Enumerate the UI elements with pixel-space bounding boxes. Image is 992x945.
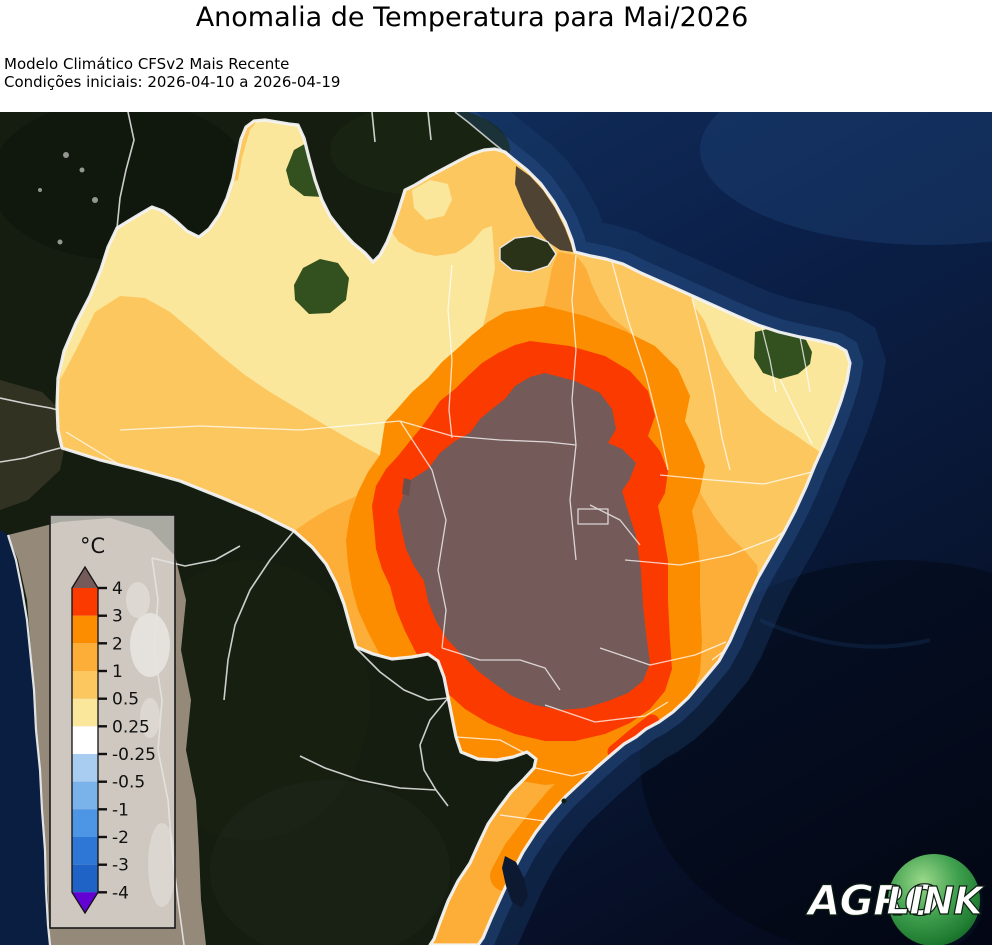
colorbar [71,565,99,915]
pacific-ocean [0,530,49,945]
tick-label: 0.25 [112,717,150,737]
tick-label: -0.5 [112,773,145,793]
ocean-texture-2 [759,618,931,649]
header: Anomalia de Temperatura para Mai/2026 Mo… [0,0,992,112]
ocean-light-patch [700,112,992,245]
colorbar-segment [72,837,98,865]
colorbar-segment [72,864,98,893]
tick-label: -0.25 [112,745,156,765]
peru-andes [0,380,70,510]
tick-label: 2 [112,634,123,654]
neutral-holes [286,141,812,379]
border-bolivia-paraguay [355,647,449,701]
colorbar-segment [72,643,98,671]
anomaly-map-svg: °C [0,112,992,945]
colorbar-segment [72,698,98,727]
border-paraguay-argentina [299,755,437,791]
colorbar-segment [72,726,98,754]
page-title: Anomalia de Temperatura para Mai/2026 [195,2,749,33]
agrolink-logo: AGRO LINK [804,854,987,945]
logo-sphere [888,854,980,945]
colorbar-arrow-top [72,567,98,588]
cloud-specks [38,152,112,264]
florianopolis-island [561,798,567,804]
anomaly-layer-above-4 [398,373,650,710]
colorbar-segment [72,754,98,782]
tick-label: 1 [112,662,123,682]
colorbar-segment [72,671,98,699]
logo-text-link: LINK [886,879,985,923]
border-peru-colombia [0,397,59,411]
legend-unit-label: °C [80,534,105,558]
map-container: °C [0,112,992,945]
colorbar-legend: °C [49,514,176,929]
colorbar-segment [72,781,98,810]
hole-marajo-island [499,235,557,273]
colorbar-arrow-bottom [72,892,98,913]
logo-text-agro: AGRO [805,876,939,925]
tick-label: 0.5 [112,690,139,710]
tick-label: -1 [112,800,129,820]
tick-label: -2 [112,828,129,848]
colorbar-segment [72,615,98,644]
border-suriname-frguiana [427,112,432,141]
tick-label: -4 [112,883,129,903]
pale-region-amapa [412,180,452,220]
hole-manaus [294,259,349,314]
border-guyana-suriname [371,112,376,143]
small-brown-mark [402,478,411,496]
tick-label: 4 [112,579,123,599]
land-texture-4 [210,780,450,945]
border-paraguay-river [419,697,449,807]
legend-box [49,514,176,929]
colorbar-tick-labels: 4 3 2 1 0.5 0.25 -0.25 -0.5 -1 -2 -3 -4 [112,579,156,903]
colorbar-segment [72,588,98,616]
colorbar-ticks [98,586,107,894]
lagoa-dos-patos [502,856,528,908]
tick-label: 3 [112,607,123,627]
land-texture-1 [0,112,250,260]
pacific-coastline [6,534,52,945]
colorbar-segment [72,809,98,837]
border-colombia-venezuela [116,112,135,229]
tick-label: -3 [112,856,129,876]
border-peru-bolivia [223,530,295,701]
subtitle-model: Modelo Climático CFSv2 Mais Recente [4,55,290,73]
border-ecuador-peru [0,447,61,463]
hole-ceara [754,328,812,379]
subtitle-init-conditions: Condições iniciais: 2026-04-10 a 2026-04… [4,73,341,91]
hole-amapa-coast [515,166,573,252]
